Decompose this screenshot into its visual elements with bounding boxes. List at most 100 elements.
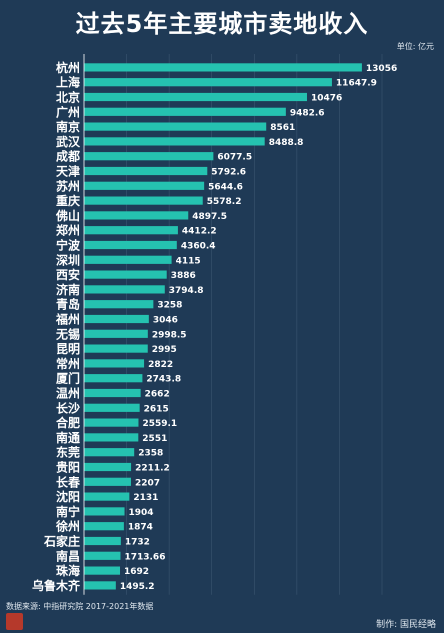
category-label: 徐州 bbox=[55, 519, 80, 534]
value-label: 4360.4 bbox=[181, 242, 216, 252]
logo-seal bbox=[6, 613, 23, 630]
category-label: 广州 bbox=[56, 104, 80, 119]
bar bbox=[84, 92, 307, 102]
category-label: 温州 bbox=[56, 387, 80, 401]
author-credit: 制作: 国民经略 bbox=[376, 620, 436, 630]
value-label: 9482.6 bbox=[290, 108, 325, 118]
bar bbox=[84, 166, 208, 176]
bar bbox=[84, 240, 177, 250]
category-label: 佛山 bbox=[55, 208, 80, 223]
category-label: 福州 bbox=[55, 312, 80, 327]
bar bbox=[84, 536, 121, 546]
category-label: 贵阳 bbox=[56, 460, 80, 475]
category-label: 济南 bbox=[56, 282, 80, 297]
value-label: 5644.6 bbox=[208, 182, 243, 192]
category-label: 上海 bbox=[56, 75, 80, 90]
value-label: 2995 bbox=[152, 345, 177, 355]
value-label: 3046 bbox=[153, 316, 178, 326]
category-label: 合肥 bbox=[56, 415, 80, 430]
category-label: 青岛 bbox=[56, 297, 80, 312]
category-label: 南宁 bbox=[56, 504, 80, 519]
bar bbox=[84, 63, 362, 72]
bar bbox=[84, 403, 140, 412]
value-label: 4412.2 bbox=[182, 227, 217, 237]
value-label: 2998.5 bbox=[152, 330, 187, 340]
bar bbox=[84, 78, 332, 87]
x-tick-label: 14000 bbox=[371, 599, 393, 600]
value-label: 11647.9 bbox=[336, 79, 377, 89]
value-label: 5792.6 bbox=[211, 168, 246, 178]
bar bbox=[84, 462, 132, 472]
category-label: 南京 bbox=[56, 119, 80, 134]
x-tick-label: 10000 bbox=[286, 599, 308, 600]
value-label: 2131 bbox=[133, 493, 158, 503]
value-label: 4897.5 bbox=[192, 212, 227, 222]
value-label: 13056 bbox=[366, 64, 397, 74]
value-label: 1495.2 bbox=[120, 582, 155, 592]
bar bbox=[84, 181, 205, 190]
category-label: 昆明 bbox=[56, 342, 80, 356]
category-label: 无锡 bbox=[55, 326, 80, 341]
x-tick-label: 6000 bbox=[203, 599, 221, 600]
value-label: 2551 bbox=[142, 434, 167, 444]
x-tick-label: 12000 bbox=[328, 599, 350, 600]
value-label: 2559.1 bbox=[142, 419, 177, 429]
category-label: 杭州 bbox=[56, 60, 80, 75]
category-label: 郑州 bbox=[56, 223, 80, 238]
value-label: 6077.5 bbox=[217, 153, 252, 163]
source-note: 数据来源: 中指研究院 2017-2021年数据 bbox=[6, 602, 154, 611]
value-label: 1874 bbox=[128, 523, 153, 533]
bar bbox=[84, 522, 124, 531]
value-label: 8488.8 bbox=[269, 138, 304, 148]
category-label: 长沙 bbox=[56, 400, 80, 415]
value-label: 1732 bbox=[125, 538, 150, 548]
bar bbox=[84, 551, 121, 560]
category-label: 石家庄 bbox=[43, 534, 80, 549]
category-label: 苏州 bbox=[56, 178, 80, 193]
category-label: 深圳 bbox=[56, 252, 80, 267]
value-label: 2822 bbox=[148, 360, 173, 370]
unit-label: 单位: 亿元 bbox=[396, 42, 434, 51]
bar bbox=[84, 211, 189, 220]
category-label: 常州 bbox=[56, 356, 80, 371]
category-label: 宁波 bbox=[56, 238, 81, 253]
bar-chart: 杭州 13056 上海 11647.9 北京 10476 广州 9482.6 南京 8561 武汉 8… bbox=[32, 54, 397, 600]
category-label: 南昌 bbox=[56, 548, 80, 563]
category-label: 重庆 bbox=[56, 193, 80, 208]
value-label: 10476 bbox=[311, 94, 342, 104]
category-label: 北京 bbox=[56, 90, 80, 105]
bar bbox=[84, 448, 135, 457]
category-label: 沈阳 bbox=[56, 489, 80, 504]
bar bbox=[84, 344, 148, 353]
value-label: 2662 bbox=[145, 390, 170, 400]
bar bbox=[84, 433, 139, 442]
bar bbox=[84, 285, 165, 294]
bar bbox=[84, 314, 149, 324]
bar bbox=[84, 477, 131, 486]
value-label: 1713.66 bbox=[124, 552, 165, 562]
category-label: 武汉 bbox=[56, 134, 81, 149]
bar bbox=[84, 329, 148, 338]
bar bbox=[84, 507, 125, 516]
bar bbox=[84, 270, 167, 279]
bar bbox=[84, 388, 141, 398]
value-label: 1692 bbox=[124, 567, 149, 577]
value-label: 8561 bbox=[270, 123, 295, 133]
bar bbox=[84, 152, 214, 161]
category-label: 天津 bbox=[56, 164, 80, 179]
x-tick-label: 2000 bbox=[118, 599, 136, 600]
category-label: 长春 bbox=[56, 474, 81, 489]
chart-title: 过去5年主要城市卖地收入 bbox=[75, 10, 369, 38]
value-label: 2207 bbox=[135, 478, 160, 488]
value-label: 2211.2 bbox=[135, 464, 170, 474]
bar bbox=[84, 581, 116, 590]
bar bbox=[84, 418, 139, 427]
value-label: 2358 bbox=[138, 449, 163, 459]
value-label: 1904 bbox=[129, 508, 154, 518]
bar bbox=[84, 196, 203, 205]
bar bbox=[84, 107, 286, 116]
value-label: 3886 bbox=[171, 271, 196, 281]
x-tick-label: 4000 bbox=[160, 599, 178, 600]
value-label: 3794.8 bbox=[169, 286, 204, 296]
value-label: 2743.8 bbox=[146, 375, 181, 385]
